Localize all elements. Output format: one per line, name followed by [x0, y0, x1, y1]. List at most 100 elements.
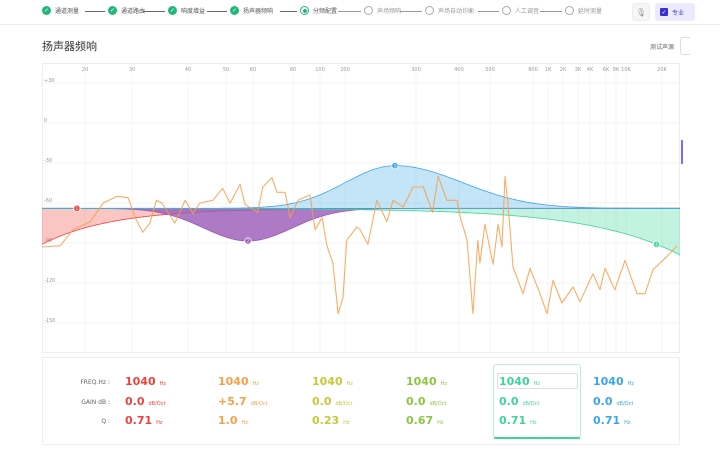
- empty-circle-icon: [364, 6, 373, 15]
- y-tick-label: 0: [44, 118, 47, 124]
- step-label: 人工调音: [515, 8, 540, 15]
- band-1-freq[interactable]: 1040 Hz: [125, 375, 166, 388]
- band-1-handle-label: 1: [76, 206, 79, 211]
- unit: Hz: [343, 420, 350, 426]
- band-6-q[interactable]: 0.71 Hz: [593, 414, 631, 427]
- unit: dB/Oct: [250, 401, 268, 407]
- value: 1040: [406, 375, 437, 388]
- unit: Hz: [627, 381, 635, 387]
- unit: Hz: [159, 381, 167, 387]
- step-label: 通道测量: [55, 8, 80, 15]
- value: 0.0: [499, 395, 519, 408]
- band-2-q[interactable]: 1.0 Hz: [218, 414, 248, 427]
- value: 0.71: [593, 414, 621, 427]
- band-2-freq[interactable]: 1040 Hz: [218, 375, 259, 388]
- band-1-gain[interactable]: 0.0 dB/Oct: [125, 395, 165, 408]
- band-3-gain[interactable]: 0.0 dB/Oct: [312, 395, 352, 408]
- x-tick-label: 20K: [657, 67, 667, 73]
- y-tick-label: +30: [44, 78, 55, 84]
- microphone-icon: 🎙: [635, 7, 647, 17]
- step-connector: [540, 11, 562, 12]
- band-4-handle[interactable]: [652, 240, 661, 248]
- band-6-freq[interactable]: 1040 Hz: [593, 375, 634, 388]
- row-label: FREQ.Hz :: [80, 379, 110, 386]
- step-4[interactable]: ✓ 扬声器频响: [230, 6, 273, 15]
- y-tick-label: -30: [44, 158, 52, 164]
- step-label: 分频配置: [313, 8, 338, 15]
- band-5-gain[interactable]: 0.0 dB/Oct: [499, 395, 539, 408]
- unit: dB/Oct: [522, 401, 540, 407]
- unit: Hz: [346, 381, 354, 387]
- step-connector: [478, 11, 499, 12]
- x-tick-label: 6K: [603, 67, 610, 73]
- checkbox-checked-icon: ✓: [660, 8, 668, 16]
- current-step-icon: [300, 6, 309, 15]
- x-tick-label: 1K: [545, 67, 552, 73]
- value: 1.0: [218, 414, 238, 427]
- step-1[interactable]: ✓ 通道测量: [42, 6, 79, 15]
- unit: dB/Oct: [335, 401, 353, 407]
- band-3-area: [42, 165, 680, 209]
- value: 0.0: [312, 395, 332, 408]
- freq-input-selected[interactable]: [497, 373, 578, 389]
- step-label: 扬声器频响: [243, 8, 274, 15]
- step-8[interactable]: 人工调音: [502, 6, 539, 15]
- value: 0.71: [125, 414, 153, 427]
- x-tick-label: 30: [129, 67, 135, 73]
- x-tick-label: 400: [454, 67, 464, 73]
- y-tick-label: -150: [44, 318, 55, 324]
- band-5-freq[interactable]: 1040 Hz: [499, 375, 540, 388]
- band-3-freq[interactable]: 1040 Hz: [312, 375, 353, 388]
- unit: Hz: [252, 381, 260, 387]
- unit: Hz: [241, 420, 248, 426]
- step-connector: [400, 11, 422, 12]
- value: 0.0: [125, 395, 145, 408]
- value: +5.7: [218, 395, 247, 408]
- step-label: 响度增益: [181, 8, 206, 15]
- band-6-gain[interactable]: 0.0 dB/Oct: [593, 395, 633, 408]
- microphone-button[interactable]: 🎙: [632, 3, 650, 21]
- value: 0.23: [312, 414, 340, 427]
- step-connector: [280, 11, 297, 12]
- band-1-area: [42, 208, 680, 245]
- band-1-handle[interactable]: [73, 204, 81, 212]
- band-1-q[interactable]: 0.71 Hz: [125, 414, 163, 427]
- band-4-gain[interactable]: 0.0 dB/Oct: [406, 395, 446, 408]
- scrollbar[interactable]: [681, 140, 683, 164]
- band-4-area: [42, 208, 680, 256]
- band-4-freq[interactable]: 1040 Hz: [406, 375, 447, 388]
- band-3-q[interactable]: 0.23 Hz: [312, 414, 350, 427]
- check-circle-icon: ✓: [108, 6, 117, 15]
- band-3-handle[interactable]: [391, 162, 399, 170]
- x-tick-label: 2K: [560, 67, 567, 73]
- test-source-select[interactable]: [680, 37, 690, 55]
- measured-response-line: [41, 175, 678, 315]
- unit: Hz: [437, 420, 444, 426]
- step-2[interactable]: ✓ 通道路由: [108, 6, 145, 15]
- step-9[interactable]: 延时测量: [565, 6, 602, 15]
- stepper: ✓ 通道测量 ✓ 通道路由 ✓ 响度增益 ✓ 扬声器频响 分频配置 声场频响 声场自动均衡 人工调音 延…: [0, 0, 720, 25]
- band-2-gain[interactable]: +5.7 dB/Oct: [218, 395, 268, 408]
- test-source-label: 测试声源: [650, 44, 675, 51]
- step-5[interactable]: 分频配置: [300, 6, 337, 15]
- step-6[interactable]: 声场频响: [364, 6, 401, 15]
- check-circle-icon: ✓: [168, 6, 177, 15]
- step-7[interactable]: 声场自动均衡: [425, 6, 474, 15]
- row-label: Q :: [101, 418, 110, 425]
- step-3[interactable]: ✓ 响度增益: [168, 6, 205, 15]
- band-5-q[interactable]: 0.71 Hz: [499, 414, 537, 427]
- x-tick-label: 300: [411, 67, 421, 73]
- x-tick-label: 100: [315, 67, 325, 73]
- band-4-q[interactable]: 0.67 Hz: [406, 414, 444, 427]
- x-tick-label: 60: [250, 67, 256, 73]
- empty-circle-icon: [502, 6, 511, 15]
- unit: Hz: [533, 381, 541, 387]
- step-connector: [207, 11, 227, 12]
- band-2-handle[interactable]: [244, 237, 252, 245]
- band-2-area: [42, 208, 680, 241]
- mode-checkbox[interactable]: ✓ 专业: [655, 3, 695, 21]
- x-tick-label: 20: [82, 67, 88, 73]
- row-label: GAIN dB :: [81, 399, 110, 406]
- x-tick-label: 80: [290, 67, 296, 73]
